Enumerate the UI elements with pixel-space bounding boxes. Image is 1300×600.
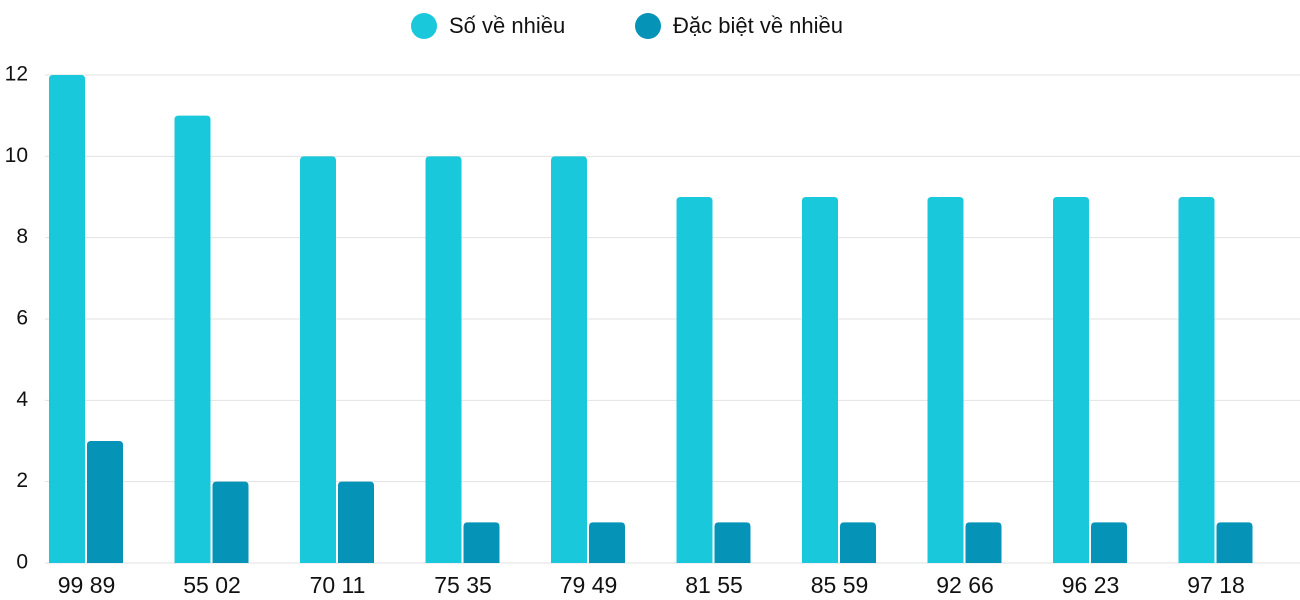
bar: [1091, 522, 1127, 563]
y-tick-label: 4: [16, 388, 28, 411]
y-tick-label: 12: [5, 63, 28, 86]
bar: [87, 441, 123, 563]
bar: [551, 156, 587, 564]
bar: [714, 522, 751, 563]
x-tick-label: 96 23: [1062, 572, 1120, 598]
bar: [463, 522, 500, 563]
bar: [589, 522, 625, 563]
y-tick-label: 6: [16, 307, 28, 330]
x-tick-label: 81 55: [685, 572, 743, 598]
bar: [174, 115, 211, 564]
y-tick-label: 2: [16, 469, 28, 492]
bar: [840, 522, 876, 563]
bar: [802, 197, 838, 563]
x-tick-label: 99 89: [58, 572, 116, 598]
bar: [1053, 197, 1089, 563]
bar: [49, 75, 85, 563]
bar: [212, 481, 249, 563]
legend-swatch: [411, 13, 437, 39]
legend-label: Số về nhiều: [449, 13, 565, 38]
y-tick-label: 0: [16, 551, 28, 574]
bar: [1216, 522, 1253, 563]
x-tick-label: 79 49: [560, 572, 618, 598]
x-tick-label: 85 59: [811, 572, 869, 598]
legend-label: Đặc biệt về nhiều: [673, 13, 843, 38]
y-tick-label: 10: [5, 144, 28, 167]
bar: [338, 481, 374, 563]
x-tick-label: 75 35: [434, 572, 492, 598]
x-tick-label: 97 18: [1187, 572, 1245, 598]
bar: [676, 197, 713, 563]
bar: [1178, 197, 1215, 563]
bar: [927, 197, 964, 563]
x-tick-label: 92 66: [936, 572, 994, 598]
bar: [965, 522, 1002, 563]
bar: [425, 156, 462, 564]
legend-swatch: [635, 13, 661, 39]
x-tick-label: 70 11: [310, 572, 366, 598]
x-tick-label: 55 02: [183, 572, 241, 598]
y-tick-label: 8: [16, 225, 28, 248]
bar: [300, 156, 336, 564]
